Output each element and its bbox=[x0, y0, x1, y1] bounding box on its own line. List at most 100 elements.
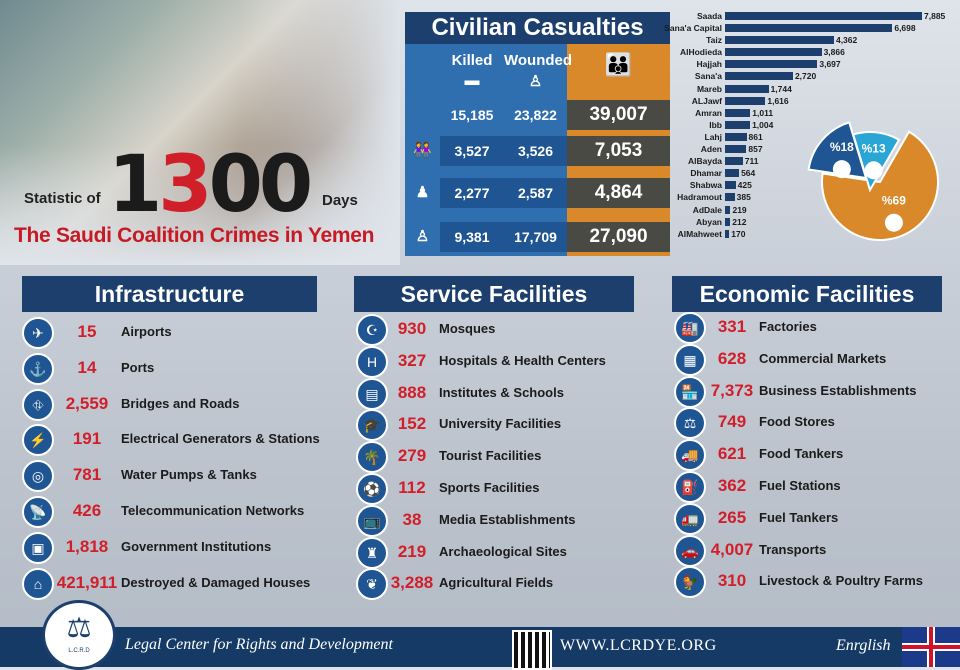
television-icon: 📺 bbox=[356, 504, 388, 537]
facility-count: 2,559 bbox=[65, 393, 109, 413]
service-facilities-title: Service Facilities bbox=[354, 276, 634, 312]
bar bbox=[725, 193, 735, 202]
pie-person-icon bbox=[864, 161, 883, 180]
bar-category-label: Abyan bbox=[696, 216, 722, 227]
hospital-icon: H bbox=[356, 345, 388, 378]
bar-value-label: 212 bbox=[732, 216, 747, 227]
bar bbox=[725, 96, 766, 105]
wounded-value: 3,526 bbox=[517, 143, 554, 159]
uk-flag-icon[interactable] bbox=[902, 627, 960, 667]
bar-row: Sana'a 2,720 bbox=[675, 70, 960, 82]
bar-value-label: 711 bbox=[744, 156, 759, 167]
child-icon: ♟ bbox=[415, 184, 430, 201]
food-tanker-icon: 🚚 bbox=[674, 439, 706, 472]
bar-category-label: AlHodieda bbox=[679, 47, 722, 58]
book-icon: ▤ bbox=[356, 377, 388, 410]
sports-field-icon: ⚽ bbox=[356, 473, 388, 505]
bar-value-label: 3,866 bbox=[823, 47, 845, 58]
infrastructure-title: Infrastructure bbox=[22, 276, 317, 312]
wounded-value: 23,822 bbox=[514, 107, 557, 123]
bar-value-label: 170 bbox=[731, 228, 746, 239]
bar bbox=[725, 72, 793, 81]
total-value: 39,007 bbox=[567, 100, 670, 130]
bar-row: AlHodieda 3,866 bbox=[675, 46, 960, 58]
satellite-dish-icon: 📡 bbox=[22, 496, 54, 528]
bar bbox=[725, 108, 751, 117]
pie-slice bbox=[821, 130, 939, 241]
days-digit-red: 3 bbox=[158, 140, 212, 230]
scales-icon: ⚖ bbox=[66, 612, 92, 643]
facility-label: Ports bbox=[121, 359, 155, 375]
facility-label: Media Establishments bbox=[439, 511, 576, 527]
facility-count: 621 bbox=[717, 444, 747, 464]
casualties-table: Civilian Casualties Killed Wounded 👪 ▬ ♙… bbox=[405, 12, 670, 256]
casualties-row-women: 👭 3,527 3,526 7,053 bbox=[405, 136, 670, 166]
casualties-row-children: ♟ 2,277 2,587 4,864 bbox=[405, 178, 670, 208]
bar bbox=[725, 145, 747, 154]
facility-label: Destroyed & Damaged Houses bbox=[121, 574, 311, 590]
bar-row: Hadramout 385 bbox=[675, 191, 960, 203]
bar-value-label: 2,720 bbox=[794, 71, 817, 82]
bar bbox=[725, 48, 822, 57]
wounded-icon: ♙ bbox=[528, 73, 543, 90]
facility-count: 1,818 bbox=[65, 536, 109, 556]
facility-count: 265 bbox=[717, 507, 747, 527]
bar-category-label: Hajjah bbox=[696, 59, 722, 70]
language-label[interactable]: Enrglish bbox=[836, 637, 891, 654]
killed-value: 3,527 bbox=[454, 143, 490, 159]
casualties-row-total: 15,185 23,822 39,007 bbox=[405, 100, 670, 130]
bar-row: Amran 1,011 bbox=[675, 107, 960, 119]
facility-label: Water Pumps & Tanks bbox=[121, 467, 257, 483]
days-text: Days bbox=[322, 192, 358, 209]
bar-value-label: 1,616 bbox=[767, 95, 789, 106]
facility-count: 888 bbox=[397, 382, 427, 402]
killed-value: 9,381 bbox=[454, 229, 490, 245]
statistic-of-text: Statistic of bbox=[24, 190, 101, 207]
casualty-pie-chart: %69 %18 %13 bbox=[807, 121, 939, 241]
killed-header: Killed bbox=[451, 52, 493, 69]
economic-facilities-title: Economic Facilities bbox=[672, 276, 942, 312]
headline: Statistic of 1300 Days The Saudi Coaliti… bbox=[14, 140, 402, 260]
bar-category-label: ALJawf bbox=[691, 95, 722, 106]
bar bbox=[725, 36, 834, 45]
bar-category-label: Shabwa bbox=[689, 180, 722, 191]
bar-category-label: AdDale bbox=[692, 204, 722, 215]
bar bbox=[725, 120, 751, 129]
facility-count: 749 bbox=[717, 412, 747, 432]
water-pump-icon: ◎ bbox=[22, 460, 54, 493]
facility-label: Fuel Stations bbox=[759, 478, 841, 493]
pie-slice-label: %69 bbox=[882, 194, 906, 208]
facility-label: Institutes & Schools bbox=[439, 384, 564, 400]
facility-label: Food Tankers bbox=[759, 446, 844, 462]
facility-label: Airports bbox=[121, 324, 172, 339]
wounded-value: 2,587 bbox=[517, 185, 554, 201]
bar-category-label: Ibb bbox=[709, 119, 722, 130]
bar bbox=[725, 12, 922, 20]
facility-count: 38 bbox=[402, 509, 422, 529]
bar-category-label: Amran bbox=[695, 107, 722, 118]
mosque-icon: ☪ bbox=[356, 314, 388, 346]
bar-value-label: 857 bbox=[748, 144, 763, 155]
pie-person-icon bbox=[832, 160, 851, 179]
icon-column bbox=[405, 44, 440, 256]
power-tower-icon: ⚡ bbox=[22, 424, 54, 457]
factory-icon: 🏭 bbox=[674, 312, 706, 344]
footer-bar bbox=[0, 627, 960, 667]
website-link[interactable]: WWW.LCRDYE.ORG bbox=[560, 637, 717, 654]
bar-row: Dhamar 564 bbox=[675, 167, 960, 179]
facility-count: 191 bbox=[72, 429, 102, 449]
facility-count: 628 bbox=[717, 348, 747, 368]
fuel-tanker-icon: 🚛 bbox=[674, 502, 706, 535]
bar-value-label: 564 bbox=[741, 168, 756, 179]
facility-label: Transports bbox=[759, 541, 827, 557]
facility-count: 4,007 bbox=[710, 539, 754, 559]
facility-count: 219 bbox=[397, 541, 427, 561]
facility-label: Factories bbox=[759, 319, 817, 334]
bar-row: Sana'a Capital 6,698 bbox=[664, 22, 960, 34]
killed-icon: ▬ bbox=[464, 72, 480, 89]
facility-label: Agricultural Fields bbox=[439, 575, 554, 591]
bar-value-label: 4,362 bbox=[835, 35, 858, 46]
bar-category-label: Taiz bbox=[706, 35, 722, 46]
bar-value-label: 861 bbox=[748, 131, 763, 142]
bar-category-label: AlBayda bbox=[687, 156, 722, 167]
